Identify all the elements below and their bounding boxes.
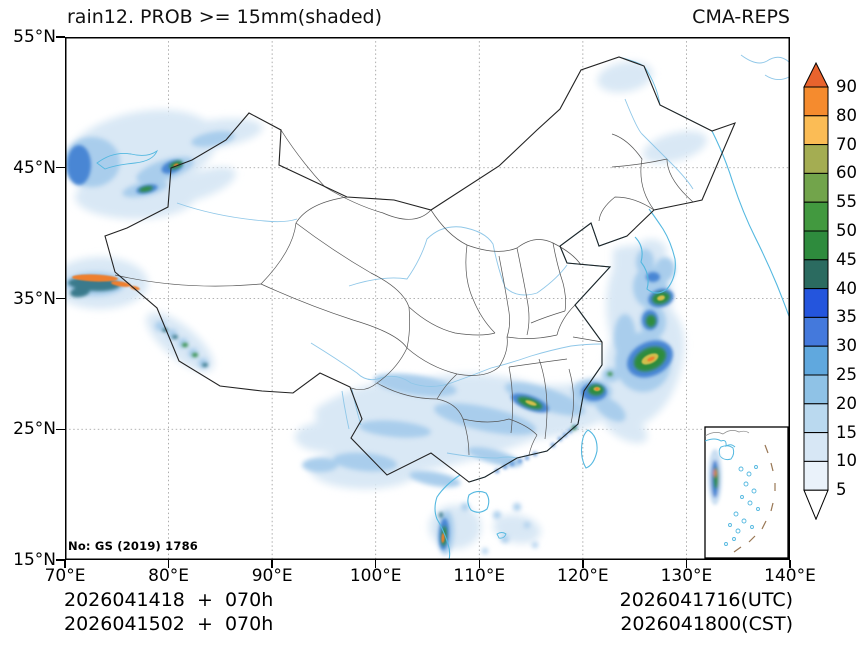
lon-tick-label: 70°E — [44, 566, 86, 586]
lon-tick-label: 120°E — [556, 566, 609, 586]
colorbar-tick-label: 30 — [836, 336, 857, 356]
lat-tick-label: 25°N — [13, 419, 56, 440]
colorbar-segment — [803, 144, 829, 174]
lon-tick-mark — [582, 560, 584, 568]
lon-tick-label: 130°E — [660, 566, 713, 586]
colorbar-segment — [803, 374, 829, 405]
colorbar-tick-label: 5 — [836, 480, 847, 500]
colorbar-segment — [803, 172, 829, 203]
lon-tick-mark — [167, 560, 170, 568]
colorbar-svg — [803, 62, 829, 521]
colorbar-segment — [803, 201, 829, 232]
map-area — [65, 37, 790, 560]
colorbar-tick-label: 45 — [836, 249, 857, 269]
lat-tick-mark — [56, 559, 65, 561]
colorbar-tick-label: 60 — [836, 163, 857, 183]
colorbar-tick-label: 40 — [836, 278, 857, 298]
colorbar-tick-label: 50 — [836, 221, 857, 240]
colorbar-tick-label: 20 — [836, 393, 857, 413]
lat-tick-label: 45°N — [13, 157, 56, 178]
model-name: CMA-REPS — [692, 6, 790, 28]
colorbar-tick-label: 55 — [836, 192, 857, 212]
colorbar-tick-label: 15 — [836, 422, 857, 442]
colorbar-segment — [803, 230, 829, 261]
valid-time-utc: 2026041716(UTC) — [619, 589, 793, 611]
colorbar-segment — [803, 115, 829, 146]
lon-tick-label: 90°E — [251, 566, 293, 586]
colorbar-arrow — [803, 489, 829, 521]
colorbar-tick-label: 10 — [836, 451, 857, 471]
colorbar-segment — [803, 403, 829, 434]
colorbar-tick-label: 70 — [836, 134, 857, 154]
colorbar-tick-label: 80 — [836, 105, 857, 125]
init-time-cst: 2026041502 + 070h — [64, 613, 274, 635]
lon-tick-mark — [685, 560, 688, 568]
colorbar-segment — [803, 345, 829, 376]
init-time-utc: 2026041418 + 070h — [64, 589, 274, 611]
lat-tick-mark — [56, 428, 65, 430]
province-borders — [114, 129, 694, 456]
valid-time-cst: 2026041800(CST) — [620, 613, 793, 635]
colorbar-arrow — [803, 62, 829, 88]
lon-tick-mark — [375, 560, 377, 568]
colorbar-segment — [803, 86, 829, 117]
lat-tick-label: 35°N — [13, 288, 56, 309]
colorbar-segment — [803, 432, 829, 462]
lon-tick-label: 80°E — [148, 566, 189, 586]
south-china-sea-inset — [704, 426, 789, 559]
colorbar-tick-label: 35 — [836, 307, 857, 327]
colorbar-tick-label: 90 — [836, 77, 857, 96]
map-license-label: No: GS (2019) 1786 — [68, 539, 198, 553]
lat-tick-label: 55°N — [13, 27, 56, 47]
lon-tick-mark — [271, 560, 273, 568]
colorbar-segment — [803, 259, 829, 290]
rivers — [176, 54, 790, 459]
colorbar-segment — [803, 460, 829, 491]
plot-title: rain12. PROB >= 15mm(shaded) — [67, 6, 383, 28]
colorbar-segment — [803, 316, 829, 347]
lon-tick-label: 110°E — [453, 566, 506, 586]
lon-tick-label: 100°E — [349, 566, 402, 586]
lon-tick-label: 140°E — [764, 566, 816, 586]
lat-tick-mark — [56, 36, 65, 38]
lon-tick-mark — [789, 560, 791, 568]
colorbar-tick-label: 25 — [836, 365, 857, 384]
map-frame — [65, 37, 790, 560]
colorbar-segment — [803, 288, 829, 318]
lat-tick-mark — [56, 297, 65, 300]
lat-tick-label: 15°N — [13, 550, 56, 570]
map-canvas — [65, 37, 790, 560]
lon-tick-mark — [478, 560, 480, 568]
china-national-border — [104, 56, 736, 483]
lat-tick-mark — [56, 167, 65, 169]
lon-tick-mark — [64, 560, 66, 568]
